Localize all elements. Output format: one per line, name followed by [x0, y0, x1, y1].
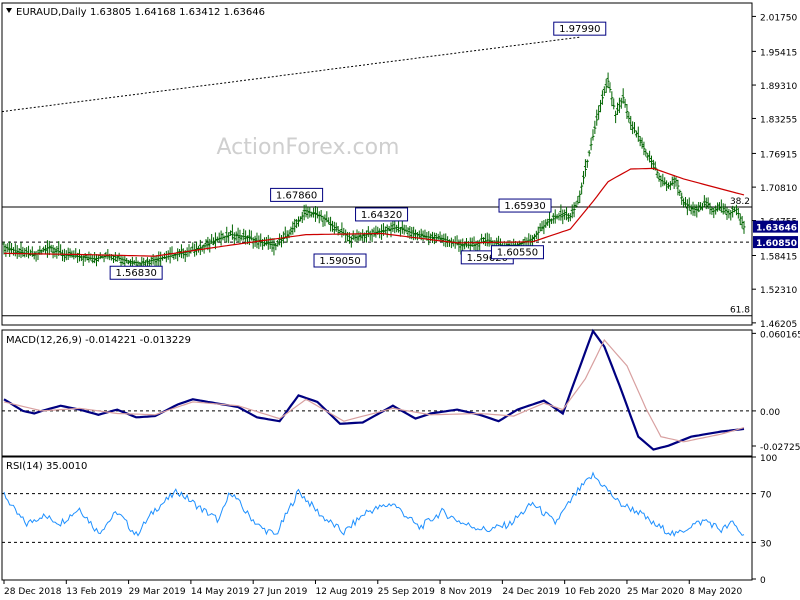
- trend-line-layer: [1, 36, 580, 113]
- macd-axis: 0.060165 0.00 -0.02725: [752, 330, 800, 453]
- moving-average-layer: [4, 167, 745, 257]
- support-price-tag-label: 1.60850: [756, 239, 797, 249]
- time-axis: 28 Dec 2018 13 Feb 2019 29 Mar 2019 14 May …: [3, 580, 742, 597]
- level-label-0: 38.2: [730, 197, 750, 207]
- price-axis-tick-label-5: 1.70810: [760, 184, 797, 194]
- rsi-layer: [2, 471, 752, 543]
- rsi-title: RSI(14) 35.0010: [6, 461, 87, 472]
- time-tick-label-2: 29 Mar 2019: [129, 587, 186, 597]
- price-axis-tick-label-8: 1.52310: [760, 286, 797, 296]
- time-tick-label-9: 10 Feb 2020: [565, 587, 621, 597]
- annotation-label-0: 1.97990: [559, 24, 600, 35]
- time-tick-label-7: 8 Nov 2019: [440, 587, 492, 597]
- time-tick-label-11: 8 May 2020: [689, 587, 742, 597]
- annotation-label-6: 1.59620: [467, 253, 508, 264]
- rsi-line: [3, 471, 745, 537]
- price-axis: 2.01750 1.95415 1.89310 1.83255 1.76915 1.708…: [752, 13, 797, 330]
- rsi-axis-tick-label-3: 0: [760, 576, 766, 586]
- rsi-axis: 100 70 30 0: [752, 454, 777, 586]
- time-tick-label-5: 12 Aug 2019: [315, 587, 373, 597]
- current-price-tag-box: [753, 220, 798, 233]
- annotation-label-4: 1.56830: [115, 268, 156, 279]
- price-levels: 38.2 61.8: [2, 197, 752, 317]
- time-tick-label-6: 25 Sep 2019: [378, 587, 435, 597]
- price-axis-tick-label-4: 1.76915: [760, 150, 797, 160]
- annotation-label-3: 1.65930: [504, 201, 545, 212]
- price-axis-tick-label-1: 1.95415: [760, 48, 797, 58]
- annotation-label-5: 1.59050: [319, 256, 360, 267]
- macd-panel-frame: [1, 329, 753, 458]
- annotation-box-1: [270, 187, 324, 202]
- time-tick-label-4: 27 Jun 2019: [253, 587, 307, 597]
- annotation-box-7: [490, 245, 544, 260]
- macd-axis-tick-label-1: 0.00: [760, 408, 780, 418]
- price-axis-tick-label-0: 2.01750: [760, 13, 797, 23]
- annotation-label-1: 1.67860: [276, 190, 317, 201]
- ohlc-readout: 1.63805 1.64168 1.63412 1.63646: [90, 7, 265, 18]
- support-price-tag-box: [753, 236, 798, 249]
- price-axis-tick-label-3: 1.83255: [760, 115, 797, 125]
- price-axis-tick-label-9: 1.46205: [760, 320, 797, 330]
- annotation-label-7: 1.60550: [497, 248, 538, 259]
- watermark: ActionForex.com: [217, 135, 400, 160]
- moving-average-line: [4, 167, 745, 257]
- dropdown-triangle-icon: [6, 8, 12, 13]
- current-price-tag-label: 1.63646: [756, 224, 797, 234]
- price-panel-frame: [1, 2, 753, 326]
- rsi-panel-frame: [1, 455, 753, 581]
- macd-axis-tick-label-0: 0.060165: [760, 330, 800, 340]
- time-tick-label-0: 28 Dec 2018: [4, 587, 62, 597]
- price-tags: 1.63646 1.60850: [753, 220, 798, 249]
- macd-series-signal: [3, 338, 745, 443]
- level-label-1: 61.8: [730, 306, 750, 316]
- annotation-box-4: [109, 265, 163, 280]
- annotation-box-0: [553, 21, 607, 36]
- time-tick-label-8: 24 Dec 2019: [502, 587, 560, 597]
- chart-header: EURAUD,Daily 1.63805 1.64168 1.63412 1.6…: [6, 7, 265, 18]
- ohlc-bars: [2, 72, 746, 271]
- annotation-box-3: [498, 198, 552, 213]
- price-axis-tick-label-7: 1.58415: [760, 253, 797, 263]
- rsi-axis-tick-label-2: 30: [760, 539, 772, 549]
- annotation-label-2: 1.64320: [361, 210, 402, 221]
- rsi-axis-tick-label-0: 100: [760, 454, 777, 464]
- macd-layer: [2, 328, 752, 451]
- macd-series-macd: [3, 328, 745, 451]
- annotation-box-2: [355, 207, 409, 222]
- macd-axis-tick-label-2: -0.02725: [760, 443, 800, 453]
- macd-title: MACD(12,26,9) -0.014221 -0.013229: [6, 335, 191, 346]
- annotation-layer: 1.97990 1.67860 1.64320 1.65930 1.56830 1.590…: [109, 21, 607, 280]
- time-tick-label-1: 13 Feb 2019: [66, 587, 122, 597]
- time-tick-label-3: 14 May 2019: [191, 587, 250, 597]
- trend-line: [1, 36, 580, 113]
- annotation-box-5: [313, 253, 367, 268]
- time-tick-label-10: 25 Mar 2020: [627, 587, 684, 597]
- symbol-label: EURAUD,Daily: [16, 7, 87, 18]
- price-axis-tick-label-2: 1.89310: [760, 82, 797, 92]
- rsi-axis-tick-label-1: 70: [760, 491, 772, 501]
